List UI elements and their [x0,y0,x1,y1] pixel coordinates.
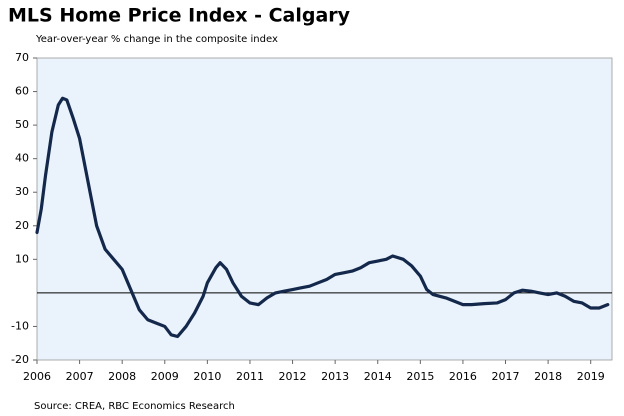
y-tick-label: 30 [15,185,29,198]
x-tick-label: 2013 [321,370,349,383]
y-tick-label: 20 [15,219,29,232]
y-tick-label: 50 [15,118,29,131]
y-tick-label: -10 [11,319,29,332]
x-tick-label: 2008 [108,370,136,383]
y-tick-label: 10 [15,252,29,265]
plot-area [36,57,613,361]
y-tick-label: 70 [15,51,29,64]
chart-subtitle: Year-over-year % change in the composite… [35,34,278,45]
y-tick-label: -20 [11,353,29,366]
chart-title: MLS Home Price Index - Calgary [8,5,351,27]
data-line [35,96,610,339]
x-tick-label: 2011 [236,370,264,383]
x-tick-label: 2009 [151,370,179,383]
x-tick-label: 2018 [534,370,562,383]
x-tick-label: 2017 [492,370,520,383]
x-tick-label: 2007 [66,370,94,383]
x-tick-label: 2010 [193,370,221,383]
x-tick-label: 2006 [23,370,51,383]
y-tick-label: 60 [15,85,29,98]
x-tick-label: 2015 [406,370,434,383]
x-tick-label: 2014 [364,370,392,383]
source-note: Source: CREA, RBC Economics Research [34,401,235,412]
y-tick-label: 40 [15,152,29,165]
x-tick-label: 2012 [279,370,307,383]
x-tick-label: 2019 [577,370,605,383]
x-tick-label: 2016 [449,370,477,383]
